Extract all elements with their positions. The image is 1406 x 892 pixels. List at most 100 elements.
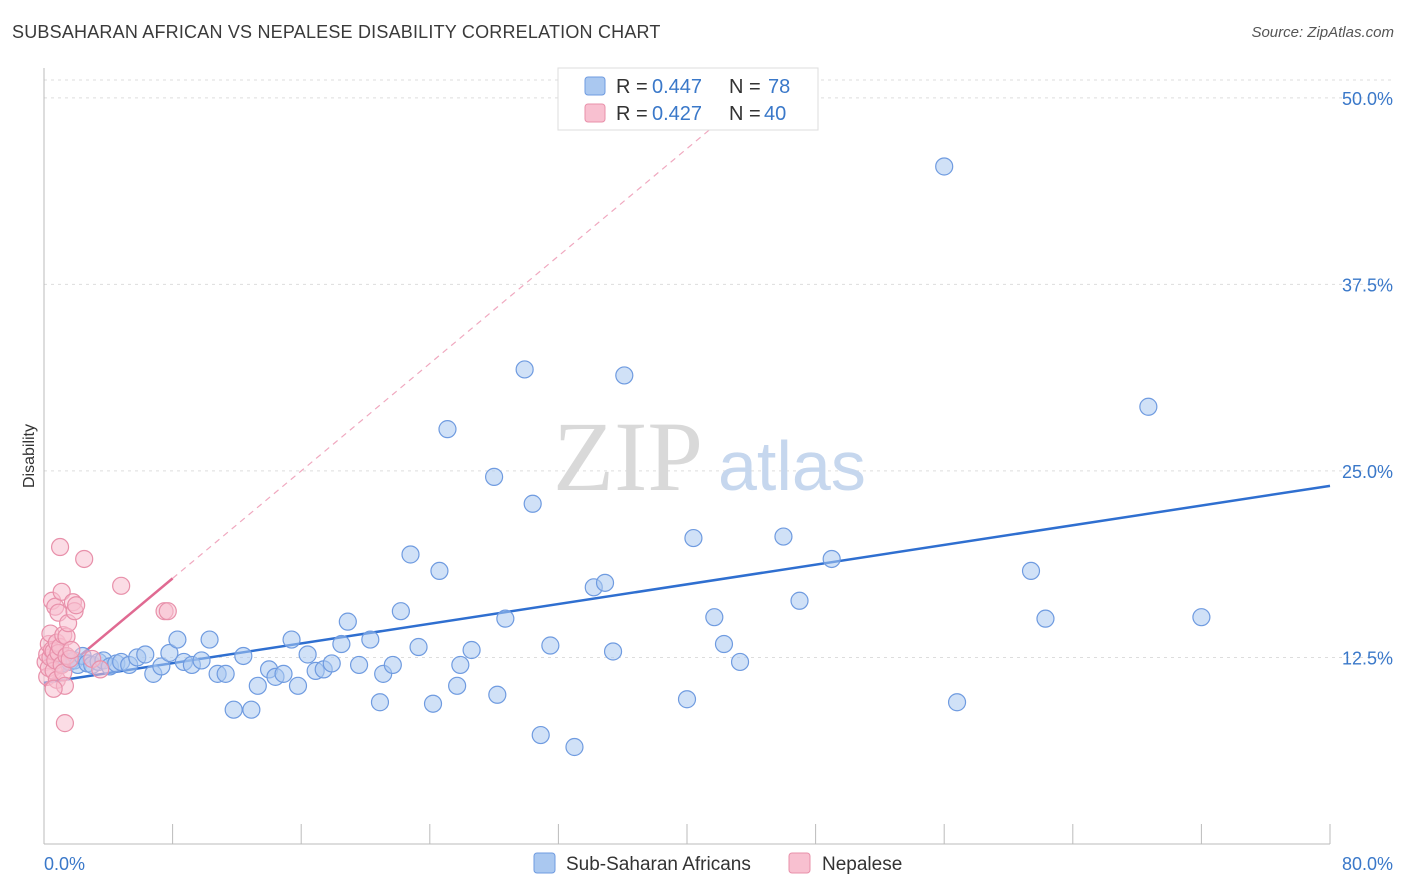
x-tick-label: 0.0% [44, 854, 85, 874]
legend-r-label-subsaharan: R = [616, 76, 648, 98]
legend-r-label-nepalese: R = [616, 103, 648, 125]
watermark-zip: ZIP [553, 401, 703, 512]
point-subsaharan [1036, 609, 1055, 628]
bottom-legend: Sub-Saharan Africans Nepalese [533, 852, 902, 875]
point-subsaharan [224, 700, 243, 719]
point-subsaharan [361, 630, 380, 649]
x-tick-label: 80.0% [1342, 854, 1393, 874]
point-subsaharan [401, 545, 420, 564]
point-subsaharan [216, 664, 235, 683]
bottom-legend-swatch-subsaharan [533, 852, 556, 874]
point-subsaharan [677, 690, 697, 709]
point-subsaharan [288, 676, 308, 695]
point-subsaharan [322, 654, 341, 673]
point-subsaharan [298, 645, 317, 664]
y-axis-label: Disability [21, 424, 38, 488]
point-nepalese [52, 582, 71, 601]
bottom-legend-swatch-nepalese [788, 852, 811, 874]
point-subsaharan [523, 494, 542, 513]
point-subsaharan [822, 549, 841, 569]
trend-line-nepalese-extended [172, 67, 784, 579]
point-subsaharan [541, 636, 560, 655]
grid [44, 79, 1394, 658]
point-subsaharan [136, 645, 155, 664]
point-subsaharan [790, 591, 809, 610]
legend-swatch-subsaharan [584, 76, 606, 96]
axes [43, 68, 1331, 845]
bottom-legend-label-nepalese: Nepalese [822, 854, 902, 875]
point-subsaharan [714, 634, 734, 654]
point-subsaharan [274, 664, 293, 683]
point-nepalese [62, 640, 81, 660]
point-subsaharan [168, 630, 187, 649]
point-subsaharan [248, 676, 267, 695]
point-subsaharan [200, 630, 219, 649]
point-subsaharan [935, 157, 954, 176]
point-subsaharan [152, 657, 171, 676]
legend-r-value-subsaharan: 0.447 [652, 76, 702, 98]
point-subsaharan [370, 693, 390, 712]
point-subsaharan [451, 655, 470, 675]
point-subsaharan [488, 685, 507, 704]
point-subsaharan [1021, 561, 1041, 581]
trend-line-subsaharan [43, 484, 1331, 685]
legend: R = 0.447 N = 78 R = 0.427 N = 40 [557, 67, 819, 131]
point-subsaharan [684, 528, 703, 548]
point-nepalese [75, 549, 94, 569]
point-subsaharan [595, 573, 615, 592]
legend-n-value-subsaharan: 78 [768, 76, 790, 98]
point-nepalese [50, 537, 70, 557]
point-subsaharan [409, 637, 428, 657]
y-tick-label: 50.0% [1342, 89, 1393, 109]
point-subsaharan [391, 602, 410, 621]
point-subsaharan [383, 655, 402, 675]
legend-n-value-nepalese: 40 [764, 103, 786, 125]
point-subsaharan [1139, 397, 1158, 416]
point-subsaharan [603, 642, 623, 661]
point-subsaharan [242, 700, 261, 719]
point-nepalese [55, 714, 74, 733]
point-subsaharan [496, 609, 515, 628]
source-label: Source: ZipAtlas.com [1251, 24, 1394, 41]
point-subsaharan [160, 643, 179, 663]
point-subsaharan [615, 366, 634, 385]
point-subsaharan [282, 630, 301, 649]
point-subsaharan [730, 652, 750, 672]
point-nepalese [44, 679, 63, 698]
point-subsaharan [485, 467, 504, 486]
watermark: ZIP atlas [553, 401, 866, 512]
y-tick-label: 37.5% [1342, 275, 1393, 295]
chart-title: SUBSAHARAN AFRICAN VS NEPALESE DISABILIT… [12, 22, 661, 42]
y-tick-label: 25.0% [1342, 462, 1393, 482]
legend-n-label-subsaharan: N = [729, 76, 761, 98]
point-nepalese [67, 596, 86, 615]
point-subsaharan [565, 737, 584, 757]
point-subsaharan [423, 694, 443, 713]
point-subsaharan [1192, 608, 1211, 627]
legend-r-value-nepalese: 0.427 [652, 103, 702, 125]
point-subsaharan [448, 676, 467, 695]
watermark-atlas: atlas [718, 427, 866, 505]
tick-labels: 12.5% 25.0% 37.5% 50.0% 0.0% 80.0% [44, 89, 1393, 874]
bottom-legend-label-subsaharan: Sub-Saharan Africans [566, 854, 751, 875]
point-subsaharan [192, 651, 211, 670]
point-subsaharan [349, 655, 369, 675]
point-subsaharan [332, 634, 351, 654]
point-nepalese [91, 660, 110, 679]
point-subsaharan [430, 561, 449, 581]
point-subsaharan [947, 693, 967, 712]
trend-lines [43, 67, 1331, 687]
point-nepalese [158, 602, 177, 621]
legend-n-label-nepalese: N = [729, 103, 761, 125]
y-tick-label: 12.5% [1342, 648, 1393, 668]
point-subsaharan [531, 725, 550, 745]
point-subsaharan [438, 420, 457, 439]
point-subsaharan [774, 527, 793, 546]
point-subsaharan [234, 646, 253, 666]
data-points [36, 157, 1211, 757]
point-nepalese [112, 576, 131, 595]
point-subsaharan [515, 360, 534, 379]
point-subsaharan [338, 612, 357, 631]
point-subsaharan [462, 640, 481, 660]
